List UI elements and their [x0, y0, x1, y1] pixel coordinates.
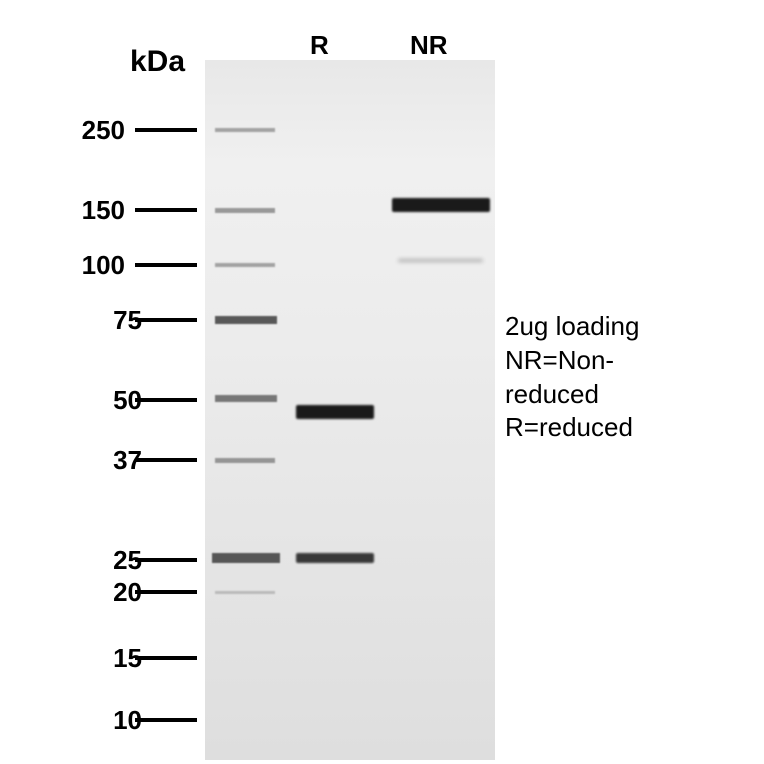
- tick-mark-50: [135, 398, 197, 402]
- annotation-line: NR=Non-: [505, 344, 639, 378]
- ladder-band-2: [215, 263, 275, 267]
- annotation-line: 2ug loading: [505, 310, 639, 344]
- lane-label-nr: NR: [410, 30, 448, 61]
- tick-label-50: 50: [82, 385, 142, 416]
- tick-mark-250: [135, 128, 197, 132]
- ladder-band-4: [215, 395, 277, 402]
- axis-label-kda: kDa: [130, 45, 185, 79]
- ladder-band-6: [212, 553, 280, 563]
- gel-figure: kDa R NR 250 150 100 75 50 37 2520 15 10 2ug loa…: [0, 0, 764, 764]
- ladder-band-0: [215, 128, 275, 132]
- tick-mark-100: [135, 263, 197, 267]
- sample-band-R-0: [296, 405, 374, 419]
- ladder-band-7: [215, 591, 275, 594]
- tick-label-10: 10: [82, 705, 142, 736]
- tick-label-100: 100: [65, 250, 125, 281]
- sample-band-NR-2: [392, 198, 490, 212]
- tick-label-75: 75: [82, 305, 142, 336]
- tick-mark-25: [135, 558, 197, 562]
- tick-label-15: 15: [82, 643, 142, 674]
- tick-mark-150: [135, 208, 197, 212]
- lane-label-r: R: [310, 30, 329, 61]
- tick-label-25: 25: [82, 545, 142, 576]
- tick-mark-15: [135, 656, 197, 660]
- ladder-band-5: [215, 458, 275, 463]
- annotation-text: 2ug loadingNR=Non-reducedR=reduced: [505, 310, 639, 445]
- tick-label-37: 37: [82, 445, 142, 476]
- tick-mark-75: [135, 318, 197, 322]
- annotation-line: R=reduced: [505, 411, 639, 445]
- tick-mark-20: [135, 590, 197, 594]
- sample-band-R-1: [296, 553, 374, 563]
- tick-mark-10: [135, 718, 197, 722]
- tick-label-150: 150: [65, 195, 125, 226]
- annotation-line: reduced: [505, 378, 639, 412]
- ladder-band-3: [215, 316, 277, 324]
- ladder-band-1: [215, 208, 275, 213]
- tick-mark-37: [135, 458, 197, 462]
- tick-label-250: 250: [65, 115, 125, 146]
- sample-band-NR-3: [398, 259, 483, 262]
- tick-label-20: 20: [82, 577, 142, 608]
